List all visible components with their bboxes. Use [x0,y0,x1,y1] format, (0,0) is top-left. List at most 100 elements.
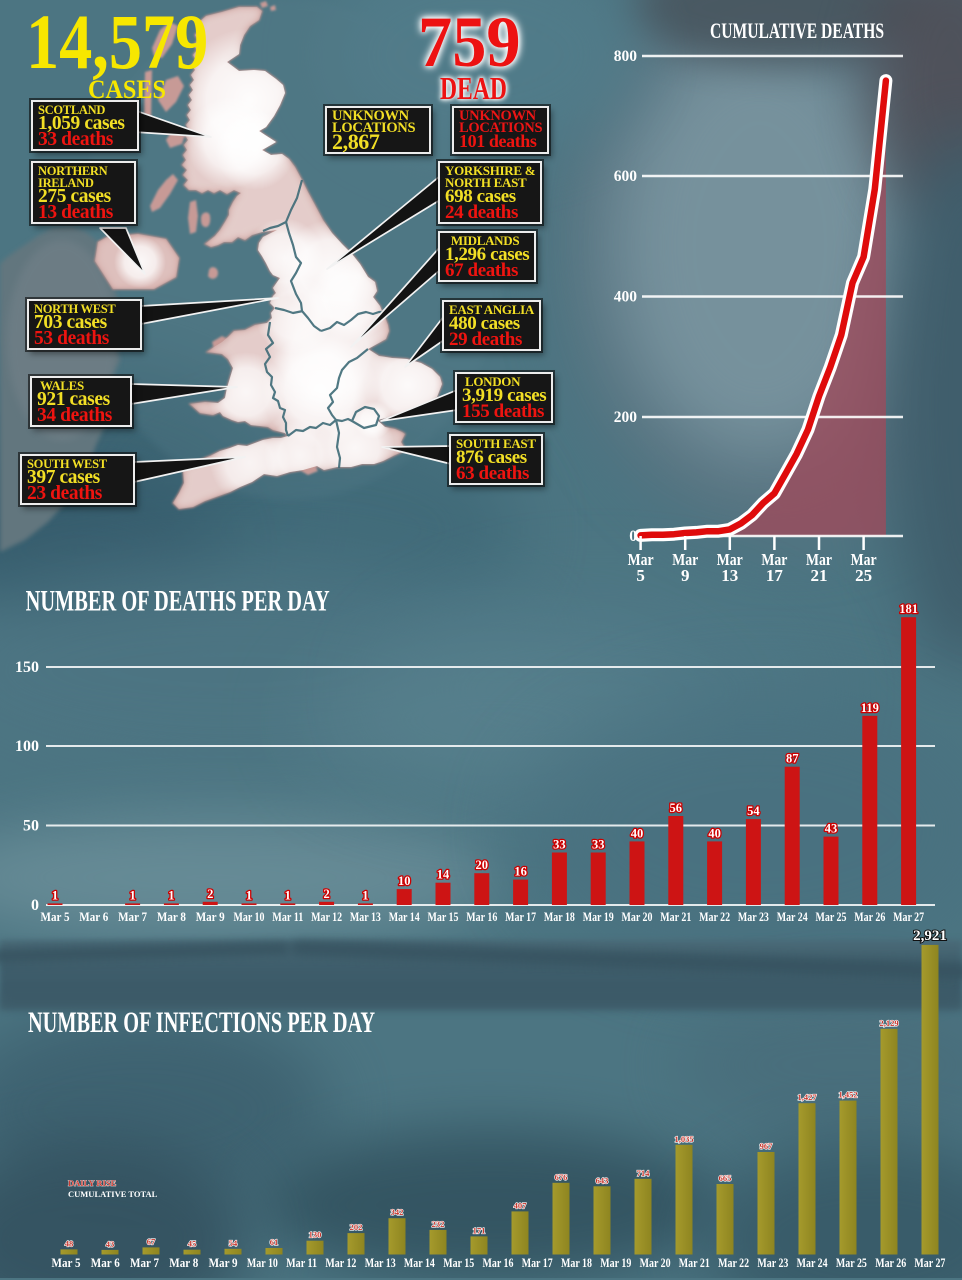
svg-text:150: 150 [15,659,39,676]
svg-text:50: 50 [23,818,39,835]
svg-text:25: 25 [855,566,872,585]
svg-text:Mar 17: Mar 17 [522,1256,553,1270]
svg-text:Mar 12: Mar 12 [311,910,342,924]
svg-text:0: 0 [31,897,39,914]
svg-text:Mar 22: Mar 22 [718,1256,749,1270]
svg-text:181: 181 [899,602,918,616]
svg-text:Mar: Mar [761,550,787,569]
svg-text:643: 643 [596,1175,609,1185]
svg-text:Mar 24: Mar 24 [777,910,809,924]
svg-text:NUMBER OF DEATHS PER DAY: NUMBER OF DEATHS PER DAY [26,585,330,618]
svg-text:Mar 6: Mar 6 [91,1256,120,1270]
svg-text:33: 33 [553,838,566,852]
svg-text:Mar: Mar [672,550,698,569]
svg-text:Mar 9: Mar 9 [209,1256,238,1270]
svg-text:Mar 20: Mar 20 [622,910,653,924]
svg-text:20: 20 [476,858,489,872]
svg-text:17: 17 [766,566,784,585]
svg-text:714: 714 [637,1168,651,1178]
svg-text:800: 800 [614,48,638,65]
svg-text:1: 1 [362,888,368,902]
svg-text:33: 33 [592,838,605,852]
svg-text:Mar 21: Mar 21 [679,1256,710,1270]
svg-text:Mar 26: Mar 26 [875,1256,906,1270]
svg-text:171: 171 [473,1225,486,1235]
svg-text:16: 16 [514,865,527,879]
svg-text:43: 43 [825,822,838,836]
svg-text:40: 40 [631,826,644,840]
svg-text:100: 100 [15,738,39,755]
svg-text:Mar 17: Mar 17 [505,910,536,924]
svg-text:Mar 19: Mar 19 [583,910,614,924]
svg-text:1: 1 [246,888,252,902]
svg-text:56: 56 [670,801,683,815]
svg-text:1: 1 [129,888,135,902]
svg-text:Mar 21: Mar 21 [660,910,691,924]
svg-text:9: 9 [681,566,690,585]
svg-text:DAILY RISE: DAILY RISE [68,1178,117,1188]
svg-text:Mar 16: Mar 16 [483,1256,514,1270]
svg-text:10: 10 [398,874,411,888]
svg-text:130: 130 [309,1230,322,1240]
svg-text:0: 0 [629,528,637,545]
svg-text:Mar 10: Mar 10 [247,1256,278,1270]
svg-text:Mar 11: Mar 11 [286,1256,317,1270]
svg-text:Mar 27: Mar 27 [893,910,924,924]
svg-text:Mar 11: Mar 11 [272,910,303,924]
svg-text:Mar 20: Mar 20 [640,1256,671,1270]
svg-text:14: 14 [437,868,450,882]
svg-text:2: 2 [207,887,213,901]
svg-text:87: 87 [786,752,799,766]
svg-text:54: 54 [747,804,760,818]
svg-text:407: 407 [514,1200,528,1210]
svg-text:Mar 9: Mar 9 [196,910,225,924]
svg-text:342: 342 [391,1207,404,1217]
svg-text:Mar 27: Mar 27 [914,1256,945,1270]
svg-text:967: 967 [760,1141,774,1151]
svg-text:400: 400 [614,289,638,306]
svg-text:Mar 15: Mar 15 [443,1256,474,1270]
svg-text:54: 54 [229,1238,238,1248]
svg-text:202: 202 [350,1222,363,1232]
svg-text:2: 2 [323,887,329,901]
svg-text:1: 1 [168,888,174,902]
svg-text:1: 1 [285,888,291,902]
svg-text:Mar 8: Mar 8 [157,910,186,924]
svg-text:Mar 7: Mar 7 [118,910,147,924]
svg-text:Mar: Mar [628,550,654,569]
svg-text:Mar 18: Mar 18 [561,1256,592,1270]
svg-text:Mar 13: Mar 13 [350,910,381,924]
svg-text:200: 200 [614,409,638,426]
svg-text:CUMULATIVE TOTAL: CUMULATIVE TOTAL [68,1189,158,1199]
svg-text:1: 1 [52,888,58,902]
svg-text:Mar 15: Mar 15 [428,910,459,924]
svg-text:Mar: Mar [851,550,877,569]
svg-text:5: 5 [636,566,645,585]
svg-text:CUMULATIVE DEATHS: CUMULATIVE DEATHS [710,18,884,43]
svg-text:Mar 5: Mar 5 [41,910,70,924]
svg-text:13: 13 [721,566,738,585]
svg-text:232: 232 [432,1219,445,1229]
svg-text:676: 676 [555,1172,568,1182]
svg-text:61: 61 [270,1237,279,1247]
svg-text:Mar 16: Mar 16 [466,910,497,924]
svg-text:665: 665 [719,1173,732,1183]
svg-text:2,921: 2,921 [913,928,947,944]
svg-text:NUMBER OF INFECTIONS PER DAY: NUMBER OF INFECTIONS PER DAY [28,1006,375,1039]
svg-text:600: 600 [614,168,638,185]
svg-text:Mar 25: Mar 25 [816,910,847,924]
svg-text:Mar 13: Mar 13 [365,1256,396,1270]
svg-text:Mar 5: Mar 5 [52,1256,81,1270]
svg-text:Mar 14: Mar 14 [389,910,421,924]
svg-text:Mar: Mar [806,550,832,569]
svg-text:21: 21 [811,566,828,585]
svg-text:Mar 6: Mar 6 [79,910,108,924]
svg-text:Mar 23: Mar 23 [738,910,769,924]
svg-text:1,035: 1,035 [674,1134,693,1144]
svg-text:1,452: 1,452 [838,1090,857,1100]
svg-text:Mar 7: Mar 7 [130,1256,159,1270]
svg-text:Mar 10: Mar 10 [234,910,265,924]
svg-text:Mar 12: Mar 12 [325,1256,356,1270]
svg-text:48: 48 [65,1238,74,1248]
svg-text:1,427: 1,427 [797,1092,817,1102]
